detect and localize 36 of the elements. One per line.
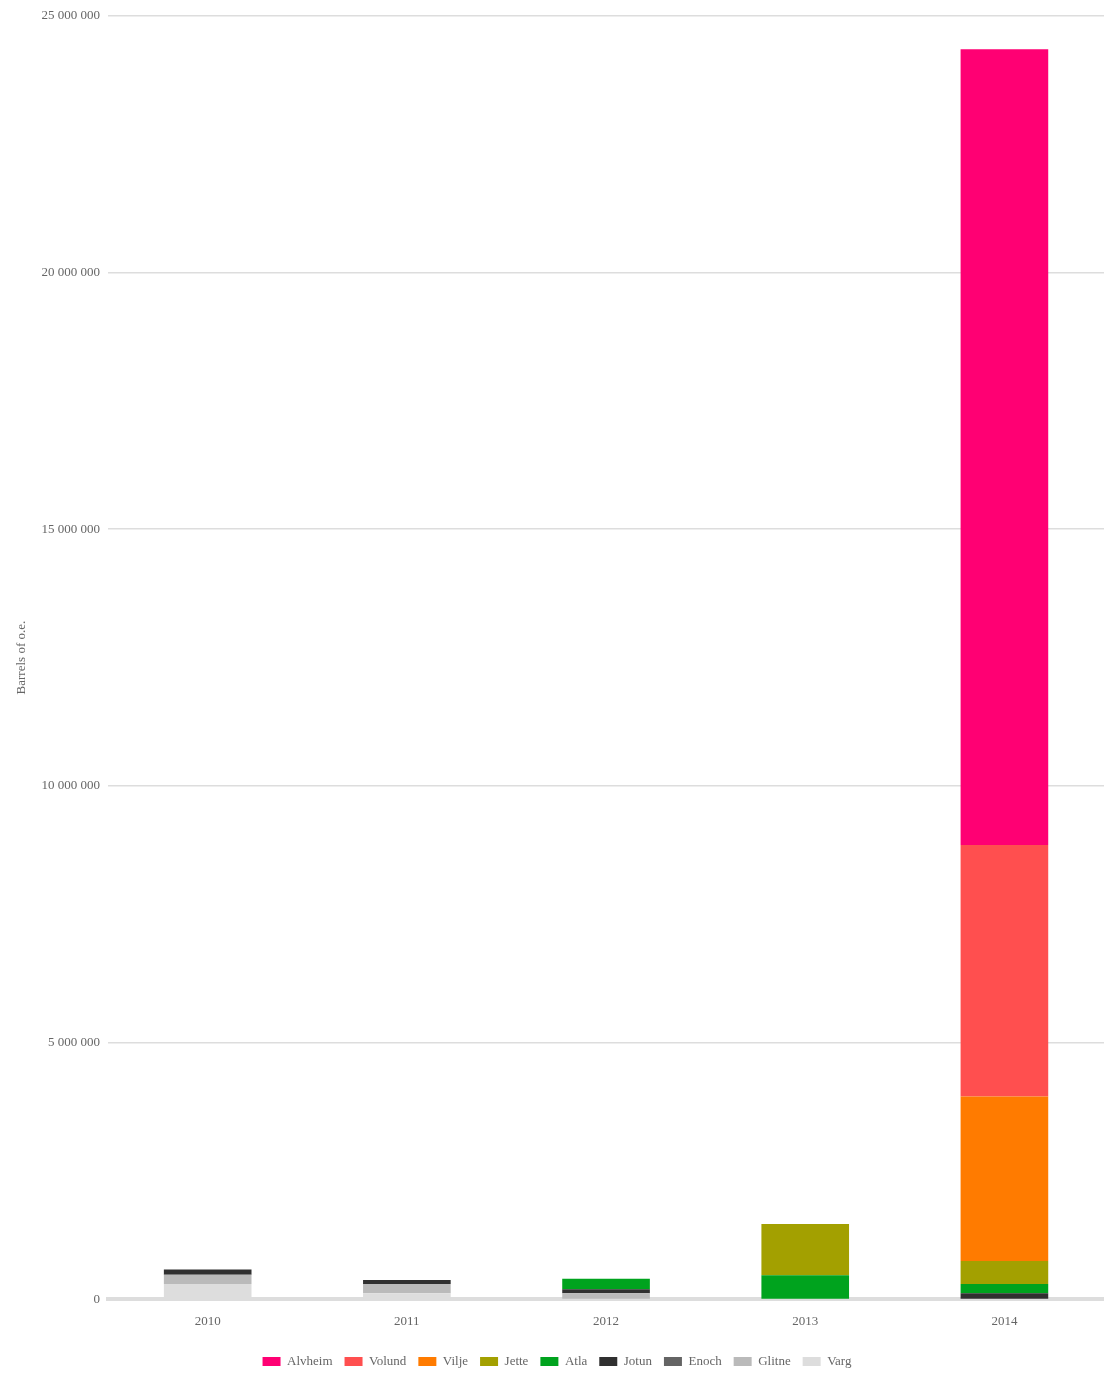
- bar: [960, 1284, 1049, 1294]
- bar: [363, 1284, 451, 1294]
- bar: [960, 845, 1049, 1097]
- legend-label: Enoch: [688, 1352, 723, 1368]
- bar: [761, 1223, 850, 1276]
- y-tick-label: 25 000 000: [41, 7, 101, 23]
- y-axis-title: Barrels of o.e.: [13, 620, 29, 695]
- x-tick-label: 2012: [593, 1312, 620, 1328]
- x-tick-label: 2010: [194, 1312, 221, 1328]
- bar: [163, 1269, 252, 1275]
- y-tick-label: 5 000 000: [48, 1034, 101, 1050]
- bar: [562, 1293, 650, 1299]
- bar: [562, 1289, 650, 1294]
- x-tick-label: 2011: [394, 1312, 420, 1328]
- bar: [163, 1274, 252, 1284]
- legend-label: Vilje: [442, 1352, 469, 1368]
- bar: [761, 1275, 850, 1299]
- bar: [562, 1278, 650, 1290]
- y-tick-label: 0: [93, 1290, 101, 1306]
- bar: [960, 49, 1049, 846]
- legend-label: Jotun: [623, 1352, 653, 1368]
- legend-label: Varg: [827, 1352, 852, 1368]
- y-tick-label: 20 000 000: [41, 263, 101, 279]
- legend-label: Atla: [564, 1352, 588, 1368]
- x-tick-label: 2013: [792, 1312, 819, 1328]
- y-tick-label: 15 000 000: [41, 520, 101, 536]
- bar: [960, 1096, 1049, 1261]
- legend-label: Jette: [504, 1352, 529, 1368]
- legend-label: Volund: [369, 1352, 407, 1368]
- bar: [363, 1279, 451, 1284]
- legend-label: Glitne: [758, 1352, 791, 1368]
- bar: [960, 1293, 1049, 1299]
- y-tick-label: 10 000 000: [41, 777, 101, 793]
- bar: [960, 1260, 1049, 1284]
- legend-label: Alvheim: [287, 1352, 333, 1368]
- x-tick-label: 2014: [991, 1312, 1018, 1328]
